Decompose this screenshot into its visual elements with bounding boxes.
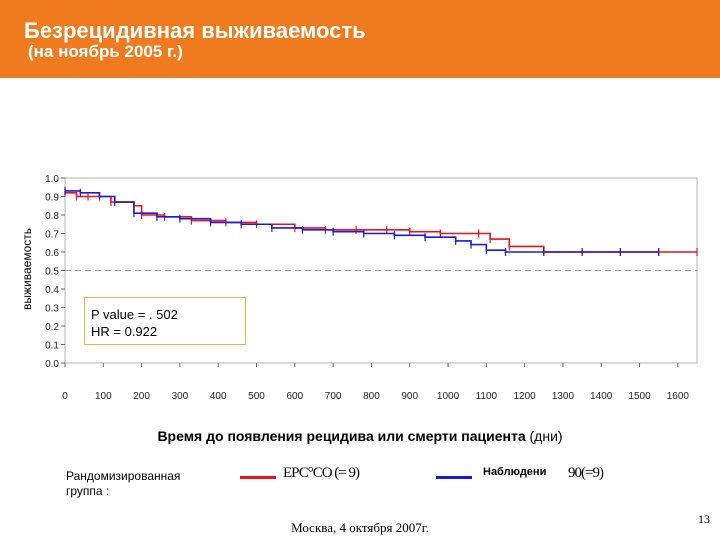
x-tick-label: 400	[210, 391, 227, 402]
y-tick-label: 0.0	[45, 359, 59, 370]
series-line-1	[65, 192, 697, 253]
x-tick-label: 1300	[552, 391, 575, 402]
x-tick-label: 900	[401, 391, 418, 402]
legend-series2-label: 90(=9)	[568, 465, 604, 481]
x-tick-label: 800	[363, 391, 380, 402]
p-value-text: P value = . 502	[91, 307, 178, 322]
survival-chart: 0.0 0.1 0.2 0.3 0.4 0.5 0.6 0.7 0.8 0.9 1.0 0 100 200…	[45, 174, 698, 402]
hr-text: HR = 0.922	[91, 324, 158, 339]
legend-series1-line	[240, 476, 276, 479]
y-tick-label: 0.3	[45, 304, 59, 315]
legend-series2-marker: Наблюдени	[483, 466, 547, 478]
x-tick-label: 1500	[628, 391, 651, 402]
x-tick-label: 1400	[590, 391, 613, 402]
series-line-2	[65, 190, 659, 253]
footer-text: Москва, 4 октября 2007г.	[291, 520, 429, 535]
y-tick-label: 0.5	[45, 267, 59, 278]
x-axis-label: Время до появления рецидива или смерти п…	[0, 428, 720, 444]
slide-subtitle: (на ноябрь 2005 г.)	[28, 42, 183, 61]
slide-header: Безрецидивная выживаемость (на ноябрь 20…	[0, 0, 720, 78]
x-tick-label: 600	[286, 391, 303, 402]
x-tick-label: 500	[248, 391, 265, 402]
y-tick-label: 0.2	[45, 322, 59, 333]
x-axis-label-main: Время до появления рецидива или смерти п…	[157, 428, 526, 444]
y-tick-label: 0.6	[45, 248, 59, 259]
y-tick-label: 0.8	[45, 211, 59, 222]
y-tick-label: 1.0	[45, 174, 59, 185]
x-tick-label: 300	[172, 391, 189, 402]
y-tick-label: 0.4	[45, 285, 59, 296]
x-tick-label: 1200	[514, 391, 537, 402]
legend-group-label: Рандомизированная группа :	[66, 469, 181, 498]
x-tick-label: 1000	[437, 391, 460, 402]
x-tick-label: 0	[62, 391, 68, 402]
legend-series2-line	[436, 476, 472, 479]
y-tick-label: 0.9	[45, 193, 59, 204]
x-axis-label-unit: (дни)	[529, 428, 563, 444]
legend-series1-label: ЕРС°СО (= 9)	[283, 465, 360, 481]
x-tick-label: 1100	[476, 391, 498, 402]
stats-box: P value = . 502 HR = 0.922	[84, 297, 246, 345]
page-number: 13	[698, 512, 710, 526]
y-tick-label: 0.7	[45, 230, 59, 241]
slide-title: Безрецидивная выживаемость	[24, 18, 366, 43]
x-tick-label: 100	[95, 391, 112, 402]
y-tick-label: 0.1	[45, 341, 59, 352]
x-tick-label: 1600	[667, 391, 690, 402]
x-tick-label: 200	[133, 391, 150, 402]
x-tick-label: 700	[325, 391, 342, 402]
